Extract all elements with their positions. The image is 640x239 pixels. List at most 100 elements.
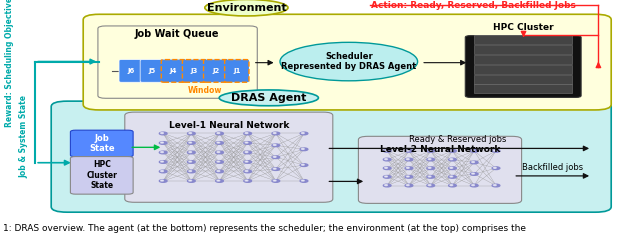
- Circle shape: [272, 144, 280, 147]
- Ellipse shape: [205, 0, 288, 16]
- Circle shape: [272, 168, 280, 170]
- Circle shape: [300, 180, 308, 182]
- Circle shape: [428, 185, 431, 186]
- Circle shape: [385, 185, 387, 186]
- Circle shape: [385, 150, 387, 151]
- Text: Environment: Environment: [207, 3, 286, 13]
- Circle shape: [472, 162, 474, 163]
- Ellipse shape: [219, 90, 319, 106]
- Circle shape: [188, 151, 195, 154]
- Circle shape: [272, 180, 280, 182]
- Circle shape: [428, 150, 431, 151]
- Circle shape: [427, 158, 435, 161]
- Circle shape: [427, 150, 435, 152]
- Circle shape: [217, 161, 220, 162]
- Text: Reward: Scheduling Objective: Reward: Scheduling Objective: [5, 0, 14, 127]
- Circle shape: [188, 132, 195, 135]
- Text: Action: Ready, Reserved, Backfilled Jobs: Action: Ready, Reserved, Backfilled Jobs: [371, 1, 576, 10]
- Circle shape: [301, 180, 304, 181]
- FancyBboxPatch shape: [182, 60, 207, 82]
- Text: Ready & Reserved jobs: Ready & Reserved jobs: [409, 135, 506, 144]
- Circle shape: [449, 184, 456, 187]
- Circle shape: [406, 167, 409, 168]
- Circle shape: [301, 148, 304, 149]
- Circle shape: [406, 176, 409, 177]
- Circle shape: [493, 167, 496, 168]
- Circle shape: [427, 176, 435, 178]
- Bar: [474, 84, 572, 93]
- Text: J5: J5: [148, 68, 156, 74]
- FancyBboxPatch shape: [204, 60, 228, 82]
- Circle shape: [472, 173, 474, 174]
- Circle shape: [450, 150, 452, 151]
- Circle shape: [405, 176, 413, 178]
- Text: HPC Cluster: HPC Cluster: [493, 23, 554, 32]
- Circle shape: [216, 132, 223, 135]
- Text: Backfilled jobs: Backfilled jobs: [522, 163, 583, 172]
- Text: Window: Window: [188, 86, 222, 95]
- Circle shape: [188, 142, 195, 144]
- Circle shape: [385, 167, 387, 168]
- Text: DRAS Agent: DRAS Agent: [231, 93, 307, 103]
- Circle shape: [383, 167, 391, 169]
- Circle shape: [450, 159, 452, 160]
- Circle shape: [383, 150, 391, 152]
- Circle shape: [300, 132, 308, 135]
- Circle shape: [449, 158, 456, 161]
- Ellipse shape: [280, 42, 418, 81]
- Circle shape: [493, 185, 496, 186]
- Circle shape: [428, 159, 431, 160]
- Circle shape: [159, 180, 167, 182]
- Circle shape: [450, 167, 452, 168]
- FancyBboxPatch shape: [83, 14, 611, 110]
- Circle shape: [450, 176, 452, 177]
- Circle shape: [273, 133, 276, 134]
- Circle shape: [405, 184, 413, 187]
- FancyBboxPatch shape: [358, 136, 522, 203]
- Circle shape: [449, 150, 456, 152]
- FancyBboxPatch shape: [465, 36, 581, 98]
- Circle shape: [301, 133, 304, 134]
- Text: Job Wait Queue: Job Wait Queue: [135, 29, 220, 39]
- Text: 1: DRAS overview. The agent (at the bottom) represents the scheduler; the enviro: 1: DRAS overview. The agent (at the bott…: [3, 224, 526, 233]
- Bar: [474, 35, 572, 44]
- Circle shape: [244, 142, 252, 144]
- Circle shape: [383, 176, 391, 178]
- FancyBboxPatch shape: [70, 130, 133, 157]
- Circle shape: [159, 132, 167, 135]
- Circle shape: [272, 156, 280, 158]
- Circle shape: [492, 167, 500, 169]
- Bar: [474, 55, 572, 64]
- Circle shape: [472, 150, 474, 151]
- Circle shape: [161, 142, 163, 143]
- Text: HPC
Cluster
State: HPC Cluster State: [86, 160, 117, 190]
- Circle shape: [470, 184, 478, 187]
- Circle shape: [159, 151, 167, 154]
- Bar: [474, 65, 572, 74]
- Circle shape: [470, 150, 478, 152]
- Circle shape: [273, 156, 276, 157]
- Circle shape: [428, 167, 431, 168]
- Circle shape: [383, 184, 391, 187]
- Circle shape: [405, 167, 413, 169]
- Circle shape: [383, 158, 391, 161]
- Circle shape: [470, 173, 478, 175]
- Circle shape: [161, 180, 163, 181]
- Circle shape: [273, 168, 276, 169]
- Circle shape: [159, 161, 167, 163]
- Circle shape: [244, 151, 252, 154]
- Circle shape: [159, 142, 167, 144]
- Circle shape: [216, 151, 223, 154]
- Circle shape: [272, 132, 280, 135]
- Circle shape: [449, 167, 456, 169]
- Circle shape: [217, 133, 220, 134]
- Text: J1: J1: [233, 68, 241, 74]
- Circle shape: [188, 180, 195, 182]
- FancyBboxPatch shape: [70, 157, 133, 194]
- Circle shape: [161, 133, 163, 134]
- Circle shape: [472, 185, 474, 186]
- Circle shape: [273, 180, 276, 181]
- Circle shape: [385, 176, 387, 177]
- FancyBboxPatch shape: [125, 112, 333, 202]
- Circle shape: [216, 180, 223, 182]
